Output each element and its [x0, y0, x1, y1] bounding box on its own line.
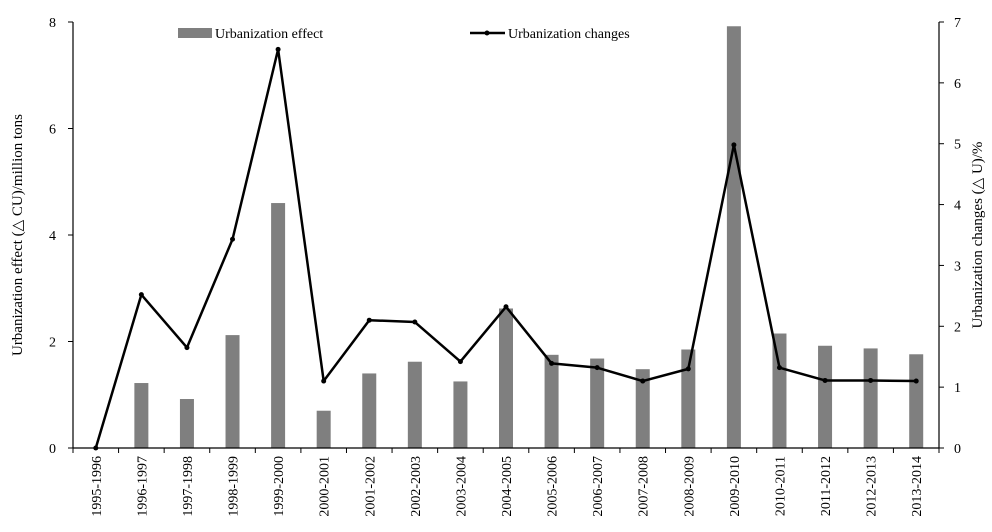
line-series-urbanization-changes	[93, 46, 919, 451]
right-axis-title: Urbanization changes (△ U)/%	[970, 142, 986, 329]
bar-2002-2003	[407, 361, 422, 448]
x-tick-label: 2005-2006	[546, 456, 561, 517]
line-point-2012-2013	[868, 377, 874, 383]
line-point-2009-2010	[731, 142, 737, 148]
left-tick-label: 8	[49, 16, 56, 31]
left-tick-label: 6	[49, 123, 56, 138]
bar-2001-2002	[362, 373, 377, 448]
line-point-1997-1998	[184, 345, 190, 351]
x-tick-label: 2001-2002	[363, 456, 378, 517]
line-point-2000-2001	[321, 378, 327, 384]
x-tick-label: 2006-2007	[591, 456, 606, 517]
bar-2006-2007	[590, 358, 605, 448]
right-tick-label: 5	[954, 138, 961, 153]
legend-label-urbanization-effect: Urbanization effect	[215, 27, 323, 42]
line-point-2006-2007	[594, 365, 600, 371]
bar-2000-2001	[316, 410, 331, 448]
x-tick-label: 2010-2011	[773, 456, 788, 516]
x-tick-label: 1998-1999	[227, 456, 242, 517]
right-axis-ticks: 0 1 2 3 4 5 6 7	[939, 16, 961, 457]
right-tick-label: 4	[954, 199, 961, 214]
line-point-1998-1999	[230, 236, 236, 242]
x-tick-label: 2013-2014	[910, 456, 925, 517]
bar-2008-2009	[681, 349, 696, 448]
right-tick-label: 6	[954, 77, 961, 92]
x-tick-label: 1995-1996	[90, 456, 105, 517]
bar-2007-2008	[635, 369, 650, 448]
bar-2013-2014	[909, 354, 924, 448]
line-point-2005-2006	[549, 360, 555, 366]
right-tick-label: 1	[954, 381, 961, 396]
right-tick-label: 3	[954, 259, 961, 274]
x-tick-label: 2000-2001	[318, 456, 333, 517]
x-tick-label: 1999-2000	[272, 456, 287, 517]
legend: Urbanization effect Urbanization changes	[178, 27, 630, 42]
bar-2005-2006	[544, 354, 559, 448]
left-axis-ticks: 0 2 4 6 8	[49, 16, 73, 457]
x-tick-label: 2007-2008	[637, 456, 652, 517]
legend-marker-urbanization-changes	[484, 30, 490, 36]
left-tick-label: 2	[49, 336, 56, 351]
bar-1999-2000	[271, 203, 286, 448]
line-point-2013-2014	[913, 378, 919, 384]
line-point-2004-2005	[503, 304, 509, 310]
bar-2011-2012	[818, 345, 833, 448]
bar-2004-2005	[499, 308, 513, 448]
line-point-2003-2004	[457, 359, 463, 365]
x-tick-label: 2002-2003	[409, 456, 424, 517]
right-tick-label: 7	[954, 16, 961, 31]
left-axis-title: Urbanization effect (△ CU)/million tons	[10, 114, 26, 356]
line-point-1996-1997	[138, 292, 144, 298]
line-point-1999-2000	[275, 46, 281, 52]
line-point-2007-2008	[640, 378, 646, 384]
bar-1997-1998	[179, 399, 194, 448]
line-point-2001-2002	[366, 317, 372, 323]
x-tick-label: 2012-2013	[865, 456, 880, 517]
bar-2010-2011	[772, 333, 787, 448]
x-tick-label: 2003-2004	[454, 456, 469, 517]
left-tick-label: 4	[49, 229, 56, 244]
x-tick-label: 2004-2005	[500, 456, 515, 517]
bar-series-urbanization-effect	[134, 26, 924, 448]
x-tick-label: 2009-2010	[728, 456, 743, 517]
line-point-2011-2012	[822, 377, 828, 383]
x-tick-label: 2008-2009	[682, 456, 697, 517]
bar-2009-2010	[726, 26, 741, 448]
x-tick-label: 1997-1998	[181, 456, 196, 517]
x-tick-label: 1996-1997	[135, 456, 150, 517]
x-tick-label: 2011-2012	[819, 456, 834, 516]
bar-2012-2013	[863, 348, 878, 448]
line-point-2008-2009	[685, 366, 691, 372]
left-tick-label: 0	[49, 442, 56, 457]
legend-label-urbanization-changes: Urbanization changes	[508, 27, 630, 42]
bar-2003-2004	[453, 381, 468, 448]
right-tick-label: 2	[954, 320, 961, 335]
legend-swatch-urbanization-effect	[178, 28, 212, 38]
bar-1996-1997	[134, 383, 149, 448]
right-tick-label: 0	[954, 442, 961, 457]
line-point-2010-2011	[776, 365, 782, 371]
line-point-2002-2003	[412, 319, 418, 325]
x-axis-ticks: 1995-1996 1996-1997 1997-1998 1998-1999 1999…	[72, 448, 940, 517]
bar-1998-1999	[225, 335, 240, 448]
